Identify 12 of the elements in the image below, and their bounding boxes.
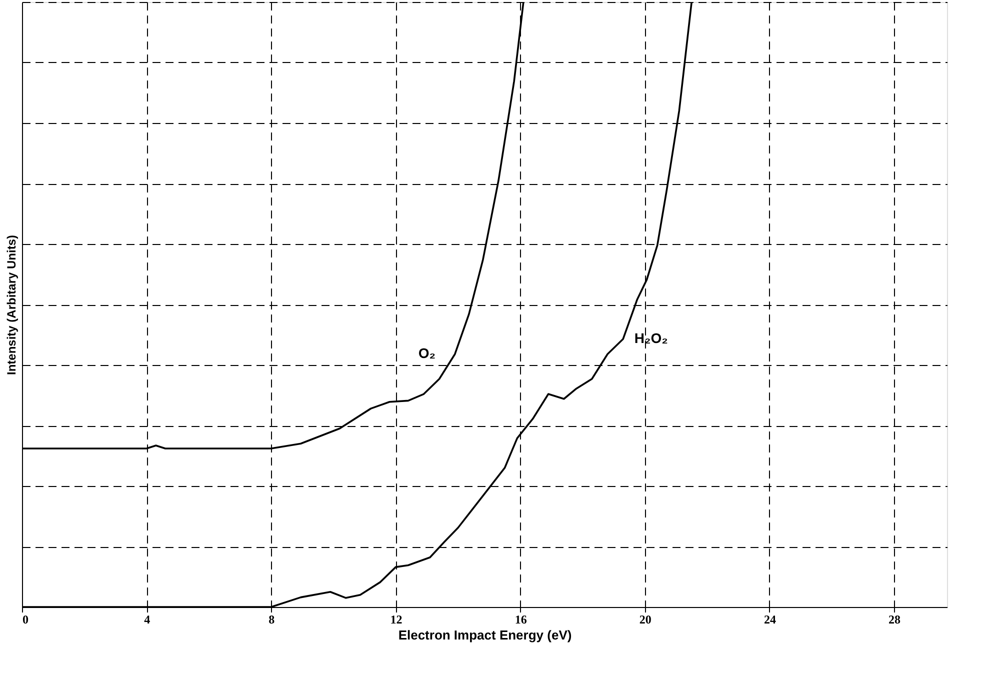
series-label: O₂ xyxy=(418,345,436,362)
x-tick-label: 28 xyxy=(888,612,901,626)
x-axis-title: Electron Impact Energy (eV) xyxy=(398,628,572,642)
x-tick-label: 4 xyxy=(144,612,150,626)
x-tick-label: 8 xyxy=(268,612,275,626)
x-tick-label: 20 xyxy=(639,612,652,626)
x-tick-label: 24 xyxy=(764,612,776,626)
x-tick-label: 0 xyxy=(22,612,28,626)
series-label: H₂O₂ xyxy=(634,330,668,346)
x-tick-label: 12 xyxy=(390,612,402,626)
y-axis-title: Intensity (Arbitary Units) xyxy=(4,234,18,376)
x-tick-label: 16 xyxy=(514,612,527,626)
